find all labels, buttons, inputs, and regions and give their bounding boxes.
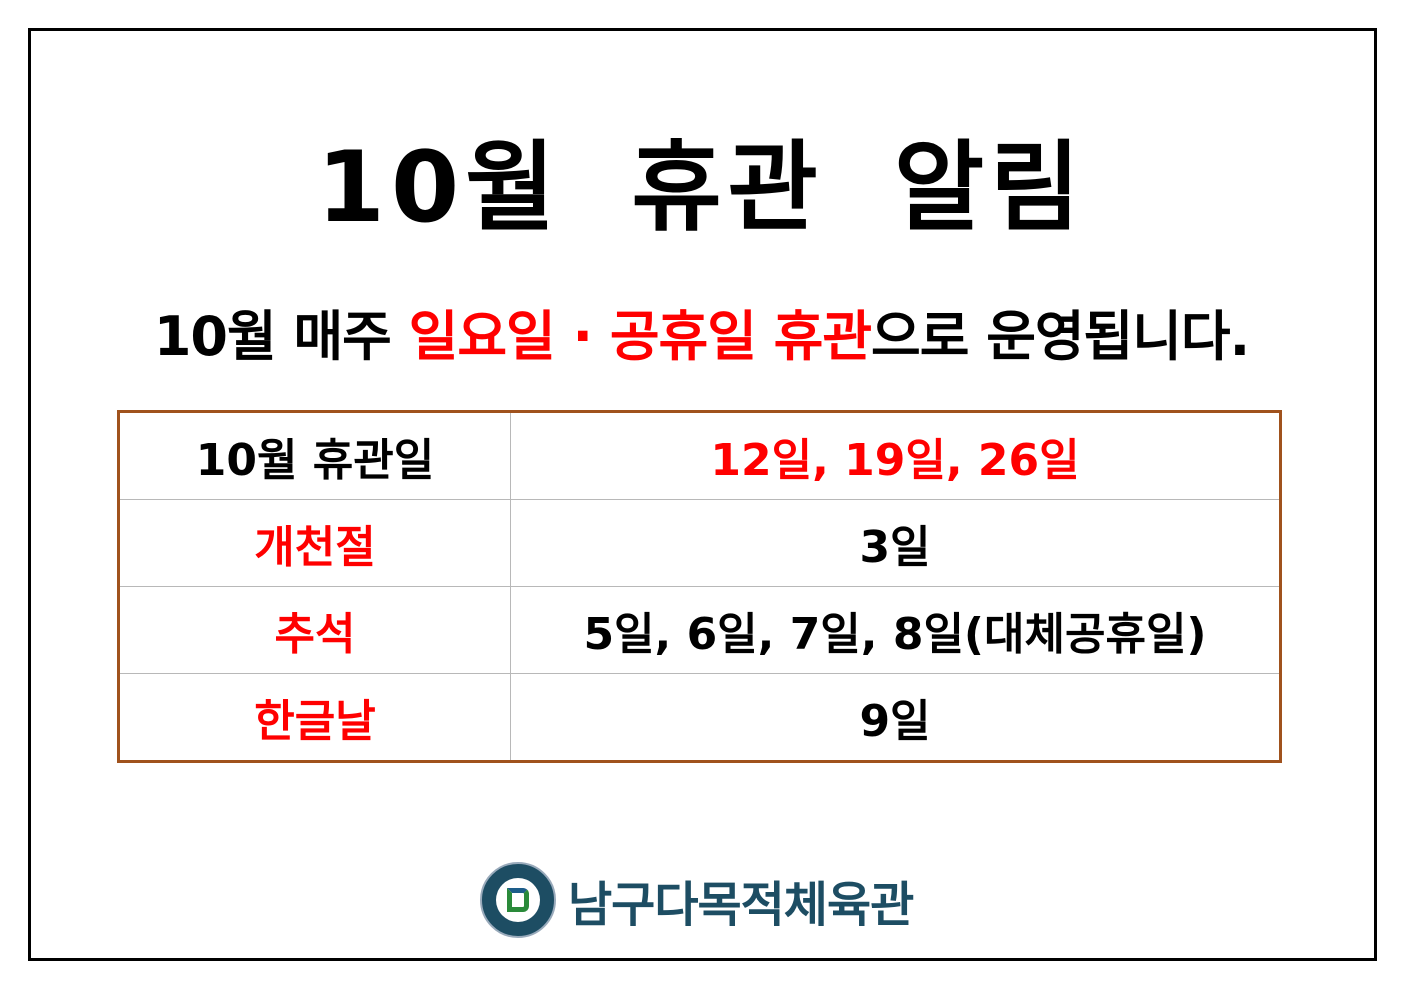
table-row: 개천절 3일 [118, 499, 1281, 587]
row-label: 한글날 [118, 673, 511, 762]
row-label: 개천절 [118, 499, 511, 587]
subtitle-sep: · [572, 305, 593, 368]
subtitle-sunday: 일요일 [408, 305, 556, 368]
notice-border [28, 28, 1377, 961]
notice-subtitle: 10월 매주 일요일 · 공휴일 휴관으로 운영됩니다. [0, 292, 1403, 371]
row-value: 5일, 6일, 7일, 8일(대체공휴일) [510, 586, 1281, 674]
org-logo: 남구다목적체육관 [480, 862, 914, 938]
table-row: 한글날 9일 [118, 673, 1281, 762]
notice-title: 10월 휴관 알림 [316, 131, 1087, 245]
table-row: 10월 휴관일 12일, 19일, 26일 [118, 411, 1281, 500]
row-value: 3일 [510, 499, 1281, 587]
emblem-icon [480, 862, 556, 938]
subtitle-prefix: 10월 매주 [153, 305, 409, 368]
org-name: 남구다목적체육관 [568, 877, 914, 933]
table-row: 추석 5일, 6일, 7일, 8일(대체공휴일) [118, 586, 1281, 674]
closure-table: 10월 휴관일 12일, 19일, 26일 개천절 3일 추석 5일, 6일, 7일,… [117, 410, 1282, 763]
subtitle-suffix: 으로 운영됩니다. [871, 305, 1250, 368]
row-label: 추석 [118, 586, 511, 674]
row-value: 12일, 19일, 26일 [510, 411, 1281, 500]
row-value: 9일 [510, 673, 1281, 762]
row-label: 10월 휴관일 [118, 411, 511, 500]
subtitle-holiday: 공휴일 휴관 [609, 305, 872, 368]
